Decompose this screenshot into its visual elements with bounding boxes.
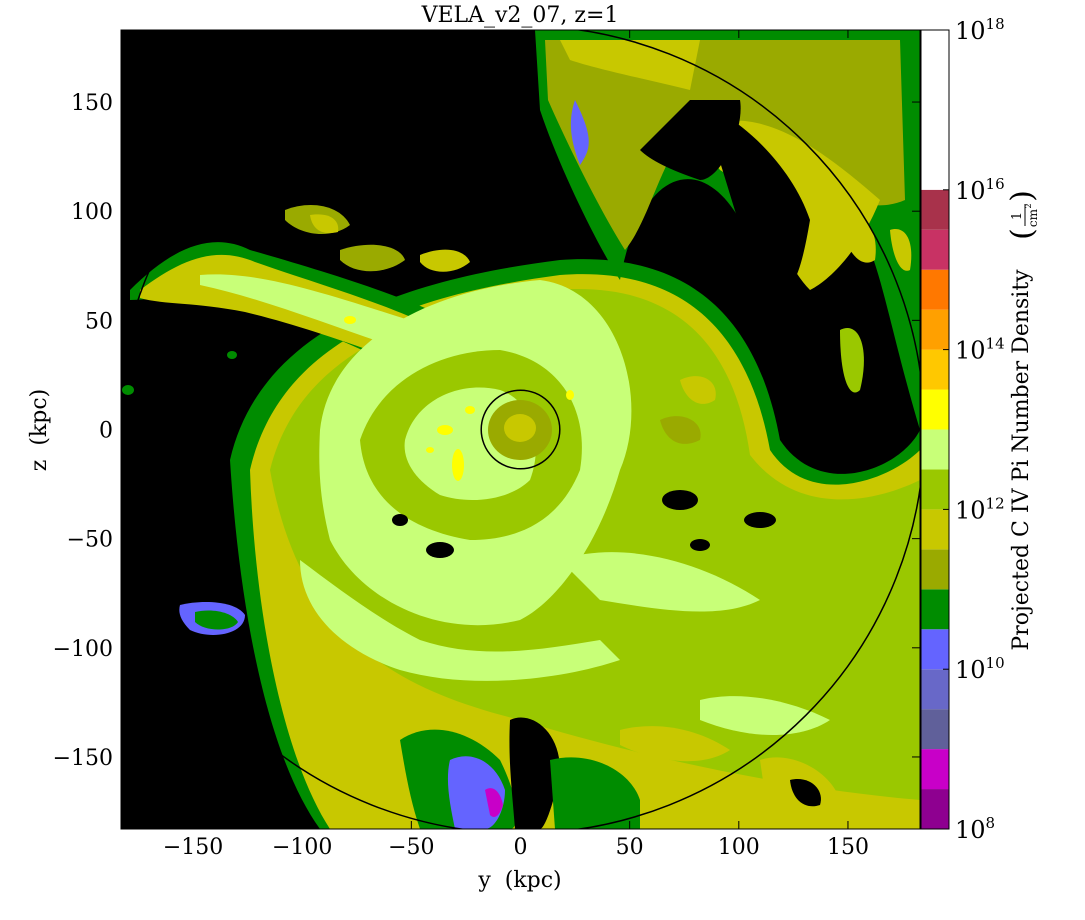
density-region bbox=[662, 490, 698, 510]
x-axis-label: y (kpc) bbox=[477, 868, 561, 893]
colorbar-level bbox=[921, 749, 949, 790]
density-region bbox=[570, 100, 589, 165]
chart-title: VELA_v2_07, z=1 bbox=[421, 3, 619, 28]
colorbar-tick-label: 1014 bbox=[955, 335, 1005, 365]
colorbar-level bbox=[921, 709, 949, 750]
colorbar-level bbox=[921, 30, 949, 36]
density-region bbox=[485, 788, 503, 817]
x-tick-label: 50 bbox=[616, 835, 644, 860]
density-region bbox=[509, 717, 560, 829]
density-region bbox=[227, 351, 237, 359]
density-region bbox=[545, 40, 905, 250]
colorbar-level bbox=[921, 509, 949, 550]
density-map bbox=[121, 30, 920, 829]
colorbar-unit-denominator: cm bbox=[1026, 208, 1040, 227]
density-region bbox=[620, 726, 730, 762]
colorbar-tick-label: 1018 bbox=[955, 15, 1005, 45]
x-tick-label: −100 bbox=[272, 835, 332, 860]
colorbar-ticks: 108 1010 1012 1014 1016 1018 bbox=[943, 15, 1005, 844]
density-region bbox=[392, 514, 408, 526]
y-tick-label: −150 bbox=[53, 746, 113, 771]
colorbar-level bbox=[921, 309, 949, 350]
density-region bbox=[700, 105, 810, 293]
density-region bbox=[840, 328, 864, 393]
density-region bbox=[465, 406, 475, 414]
density-region bbox=[452, 449, 464, 481]
colorbar-level bbox=[921, 629, 949, 670]
colorbar-unit-numerator: 1 bbox=[1010, 212, 1025, 220]
density-region bbox=[680, 376, 716, 404]
y-tick-label: 150 bbox=[71, 91, 113, 116]
x-axis-ticks: −150 −100 −50 0 50 100 150 bbox=[163, 30, 869, 860]
density-region bbox=[744, 512, 776, 528]
density-region bbox=[660, 416, 701, 444]
density-region bbox=[437, 425, 453, 435]
colorbar-frame bbox=[920, 29, 950, 830]
density-region bbox=[890, 229, 912, 271]
radius-overlays bbox=[121, 30, 920, 829]
inner-radius-circle bbox=[480, 389, 561, 470]
y-tick-label: 50 bbox=[85, 309, 113, 334]
density-region bbox=[790, 779, 821, 807]
y-axis-ticks: 150 100 50 0 −50 −100 −150 bbox=[53, 91, 920, 771]
colorbar-level bbox=[921, 269, 949, 310]
density-region bbox=[330, 692, 415, 829]
density-region bbox=[690, 539, 710, 551]
colorbar-label: Projected C IV Pi Number Density ( 1 cm … bbox=[1005, 190, 1040, 650]
colorbar-level bbox=[921, 229, 949, 270]
colorbar-level bbox=[921, 189, 949, 230]
y-tick-label: 100 bbox=[71, 200, 113, 225]
density-region bbox=[344, 316, 356, 324]
colorbar-tick-label: 1016 bbox=[955, 175, 1005, 205]
colorbar-tick-label: 1012 bbox=[955, 494, 1005, 524]
density-region bbox=[504, 414, 536, 442]
density-region bbox=[300, 560, 620, 681]
density-region bbox=[122, 385, 134, 395]
density-region bbox=[310, 214, 339, 234]
colorbar-tick-label: 1010 bbox=[955, 654, 1005, 684]
x-tick-label: 100 bbox=[718, 835, 760, 860]
density-region bbox=[566, 390, 574, 400]
density-region bbox=[560, 552, 760, 612]
colorbar-tick-label: 108 bbox=[955, 814, 995, 844]
colorbar-level bbox=[921, 589, 949, 630]
colorbar-level bbox=[921, 549, 949, 590]
density-region bbox=[195, 610, 238, 630]
x-tick-label: 150 bbox=[827, 835, 869, 860]
x-tick-label: 0 bbox=[514, 835, 528, 860]
density-region bbox=[590, 140, 610, 175]
colorbar bbox=[921, 30, 949, 829]
density-region bbox=[700, 696, 830, 735]
density-region bbox=[426, 542, 454, 558]
density-region bbox=[840, 216, 876, 263]
colorbar-level bbox=[921, 469, 949, 510]
y-tick-label: −100 bbox=[53, 637, 113, 662]
density-region bbox=[340, 244, 405, 272]
colorbar-unit-exponent: 2 bbox=[1024, 203, 1033, 208]
colorbar-title: Projected C IV Pi Number Density bbox=[1009, 269, 1034, 651]
colorbar-level bbox=[921, 669, 949, 710]
colorbar-level bbox=[921, 389, 949, 430]
y-tick-label: 0 bbox=[99, 419, 113, 444]
colorbar-level bbox=[921, 789, 949, 829]
colorbar-level bbox=[921, 429, 949, 470]
colorbar-unit-open-paren: ( bbox=[1005, 228, 1040, 240]
colorbar-unit-close-paren: ) bbox=[1005, 190, 1040, 202]
density-contours bbox=[122, 30, 920, 829]
x-tick-label: −50 bbox=[388, 835, 434, 860]
y-tick-label: −50 bbox=[67, 528, 113, 553]
colorbar-level bbox=[921, 349, 949, 390]
colorbar-level bbox=[921, 149, 949, 190]
density-region bbox=[420, 249, 470, 272]
y-axis-label: z (kpc) bbox=[27, 389, 52, 471]
density-region bbox=[550, 757, 640, 829]
density-region bbox=[426, 447, 434, 453]
x-tick-label: −150 bbox=[163, 835, 223, 860]
